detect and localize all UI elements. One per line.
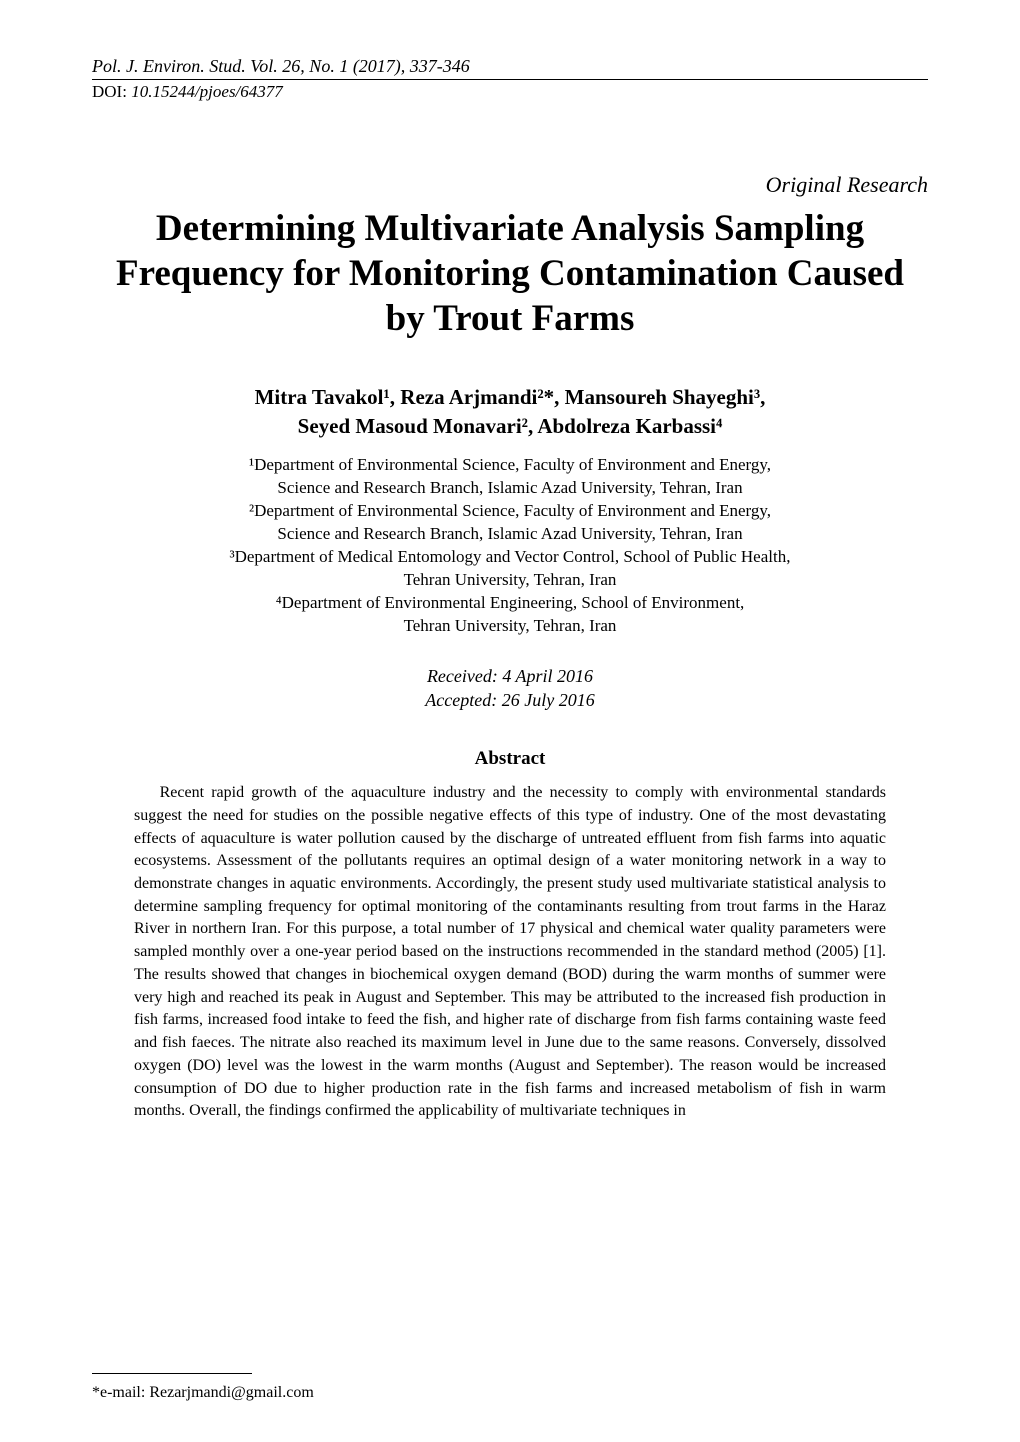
article-type: Original Research (92, 172, 928, 198)
accepted-date: Accepted: 26 July 2016 (92, 688, 928, 712)
title-line: Determining Multivariate Analysis Sampli… (156, 208, 864, 249)
affiliations-block: ¹Department of Environmental Science, Fa… (92, 454, 928, 638)
title-line: Frequency for Monitoring Contamination C… (116, 253, 904, 294)
affiliation-line: ²Department of Environmental Science, Fa… (92, 500, 928, 523)
doi-label: DOI: (92, 82, 127, 101)
journal-ref: Pol. J. Environ. Stud. Vol. 26, No. 1 (2… (92, 56, 470, 77)
affiliation-line: Tehran University, Tehran, Iran (92, 615, 928, 638)
affiliation-line: ⁴Department of Environmental Engineering… (92, 592, 928, 615)
running-head: Pol. J. Environ. Stud. Vol. 26, No. 1 (2… (92, 56, 928, 80)
received-date: Received: 4 April 2016 (92, 664, 928, 688)
paper-title: Determining Multivariate Analysis Sampli… (92, 206, 928, 341)
abstract-heading: Abstract (92, 748, 928, 770)
doi-line: DOI: 10.15244/pjoes/64377 (92, 82, 928, 102)
dates-block: Received: 4 April 2016 Accepted: 26 July… (92, 664, 928, 713)
affiliation-line: ¹Department of Environmental Science, Fa… (92, 454, 928, 477)
authors-line: Seyed Masoud Monavari², Abdolreza Karbas… (92, 412, 928, 440)
doi-value: 10.15244/pjoes/64377 (131, 82, 283, 101)
authors-line: Mitra Tavakol¹, Reza Arjmandi²*, Mansour… (92, 383, 928, 411)
page: Pol. J. Environ. Stud. Vol. 26, No. 1 (2… (0, 0, 1020, 1442)
corresponding-email-footnote: *e-mail: Rezarjmandi@gmail.com (92, 1384, 314, 1402)
affiliation-line: ³Department of Medical Entomology and Ve… (92, 546, 928, 569)
title-line: by Trout Farms (386, 298, 635, 339)
authors-block: Mitra Tavakol¹, Reza Arjmandi²*, Mansour… (92, 383, 928, 440)
affiliation-line: Tehran University, Tehran, Iran (92, 569, 928, 592)
affiliation-line: Science and Research Branch, Islamic Aza… (92, 477, 928, 500)
abstract-text: Recent rapid growth of the aquaculture i… (92, 782, 928, 1123)
footnote-rule (92, 1373, 252, 1374)
affiliation-line: Science and Research Branch, Islamic Aza… (92, 523, 928, 546)
